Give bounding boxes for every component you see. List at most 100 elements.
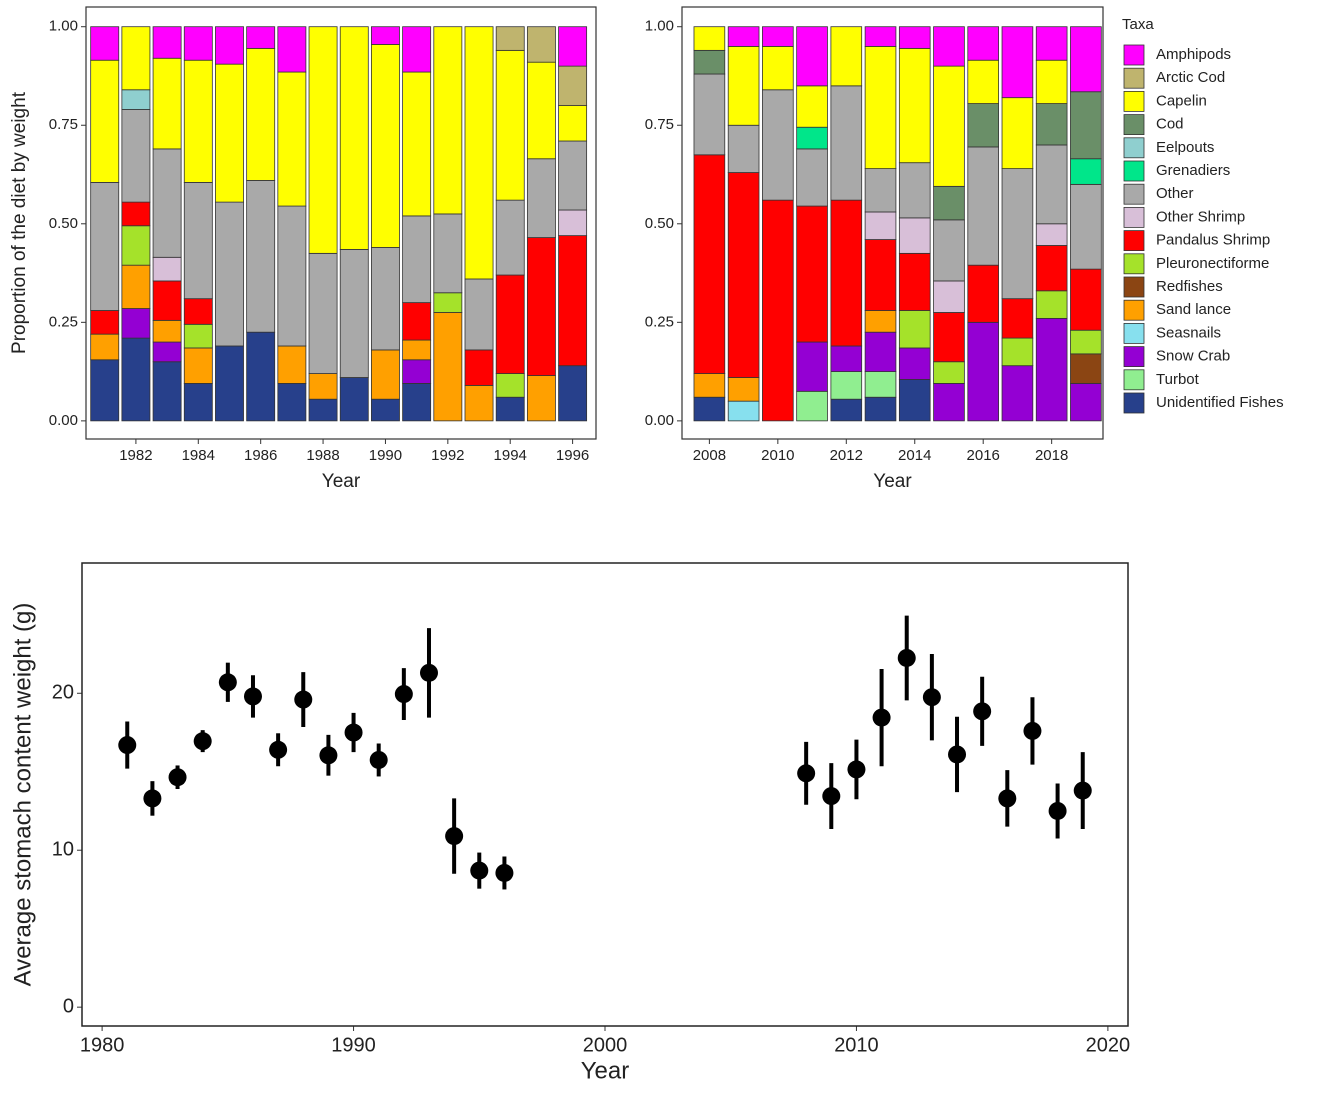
legend-swatch <box>1123 183 1145 205</box>
legend-label: Snow Crab <box>1156 348 1230 365</box>
bar-segment <box>898 26 931 49</box>
legend-label: Turbot <box>1156 371 1200 388</box>
bar-segment <box>402 71 432 217</box>
legend-label: Other Shrimp <box>1156 208 1245 225</box>
point <box>973 702 992 721</box>
point <box>168 768 187 787</box>
bar-segment <box>558 140 588 211</box>
y-tick-label: 1.00 <box>49 18 78 35</box>
bar-segment <box>402 26 432 73</box>
bar-segment <box>215 26 244 65</box>
bar-segment <box>796 205 828 343</box>
legend-label: Capelin <box>1156 92 1207 109</box>
bar-segment <box>864 310 897 333</box>
bar-segment <box>90 59 120 183</box>
y-tick-label: 1.00 <box>645 18 674 35</box>
bar-segment <box>796 341 828 392</box>
bar-segment <box>1070 183 1102 270</box>
y-axis-title: Proportion of the diet by weight <box>9 91 30 354</box>
bar-segment <box>308 398 338 422</box>
bar-segment <box>1035 59 1068 104</box>
legend-label: Cod <box>1156 116 1184 133</box>
bar-segment <box>933 185 965 221</box>
bar-segment <box>864 168 897 213</box>
bar-segment <box>693 154 726 374</box>
bar-segment <box>371 349 400 400</box>
bar-segment <box>933 383 965 422</box>
x-tick-label: 2014 <box>898 447 931 464</box>
bar-segment <box>215 63 244 203</box>
bar-segment <box>1035 290 1068 319</box>
legend-swatch <box>1123 137 1145 159</box>
y-tick-label: 0.00 <box>645 412 674 429</box>
bar-segment <box>898 162 931 219</box>
bar-segment <box>864 396 897 422</box>
legend-swatch <box>1123 369 1145 391</box>
bar-segment <box>933 361 965 384</box>
bar-segment <box>898 347 931 380</box>
legend-label: Sand lance <box>1156 301 1231 318</box>
x-tick-label: 2020 <box>1086 1034 1131 1056</box>
legend-label: Pandalus Shrimp <box>1156 232 1270 249</box>
point <box>797 764 816 783</box>
bar-segment <box>371 44 400 248</box>
bar-segment <box>121 89 151 110</box>
bar-segment <box>558 105 588 142</box>
bar-segment <box>796 148 828 207</box>
bar-segment <box>308 373 338 400</box>
bar-segment <box>495 274 525 374</box>
legend-swatch <box>1123 114 1145 135</box>
bar-segment <box>1070 353 1102 384</box>
bar-segment <box>152 256 182 282</box>
point <box>470 861 489 880</box>
bar-segment <box>558 235 588 367</box>
bar-segment <box>727 26 760 47</box>
bar-segment <box>464 349 494 386</box>
bar-segment <box>1070 329 1102 355</box>
bar-segment <box>898 252 931 311</box>
legend-label: Amphipods <box>1156 46 1231 63</box>
point <box>948 745 967 764</box>
bar-segment <box>90 182 120 311</box>
bar-segment <box>433 213 463 294</box>
bar-segment <box>152 280 182 321</box>
bar-segment <box>90 26 120 61</box>
legend-swatch <box>1123 299 1145 321</box>
legend-label: Eelpouts <box>1156 139 1214 156</box>
bar-segment <box>246 47 276 181</box>
bar-segment <box>277 26 307 73</box>
bar-segment <box>693 26 726 51</box>
bar-segment <box>121 308 151 339</box>
point <box>118 736 137 755</box>
bar-segment <box>830 26 863 87</box>
bar-segment <box>830 85 863 201</box>
bar-segment <box>402 339 432 361</box>
bar-segment <box>277 71 307 207</box>
bar-segment <box>762 46 794 91</box>
bar-segment <box>1035 223 1068 246</box>
legend-label: Redfishes <box>1156 278 1223 295</box>
bar-segment <box>1070 268 1102 331</box>
bar-segment <box>967 103 1000 148</box>
bar-segment <box>1035 103 1068 146</box>
bar-segment <box>933 219 965 282</box>
legend-swatch <box>1123 206 1145 228</box>
bar-segment <box>967 26 1000 61</box>
bar-segment <box>246 180 276 333</box>
bar-segment <box>495 26 525 51</box>
x-tick-label: 2010 <box>834 1034 879 1056</box>
bar-segment <box>898 47 931 164</box>
y-tick-label: 0.25 <box>49 313 78 330</box>
bar-segment <box>558 365 588 422</box>
y-tick-label: 0.00 <box>49 412 78 429</box>
bar-segment <box>967 264 1000 323</box>
bar-segment <box>433 292 463 313</box>
bar-segment <box>830 398 863 422</box>
bar-segment <box>693 373 726 398</box>
bar-segment <box>864 26 897 47</box>
point <box>847 760 866 779</box>
bar-segment <box>121 109 151 203</box>
bar-segment <box>693 49 726 75</box>
bar-segment <box>464 384 494 422</box>
